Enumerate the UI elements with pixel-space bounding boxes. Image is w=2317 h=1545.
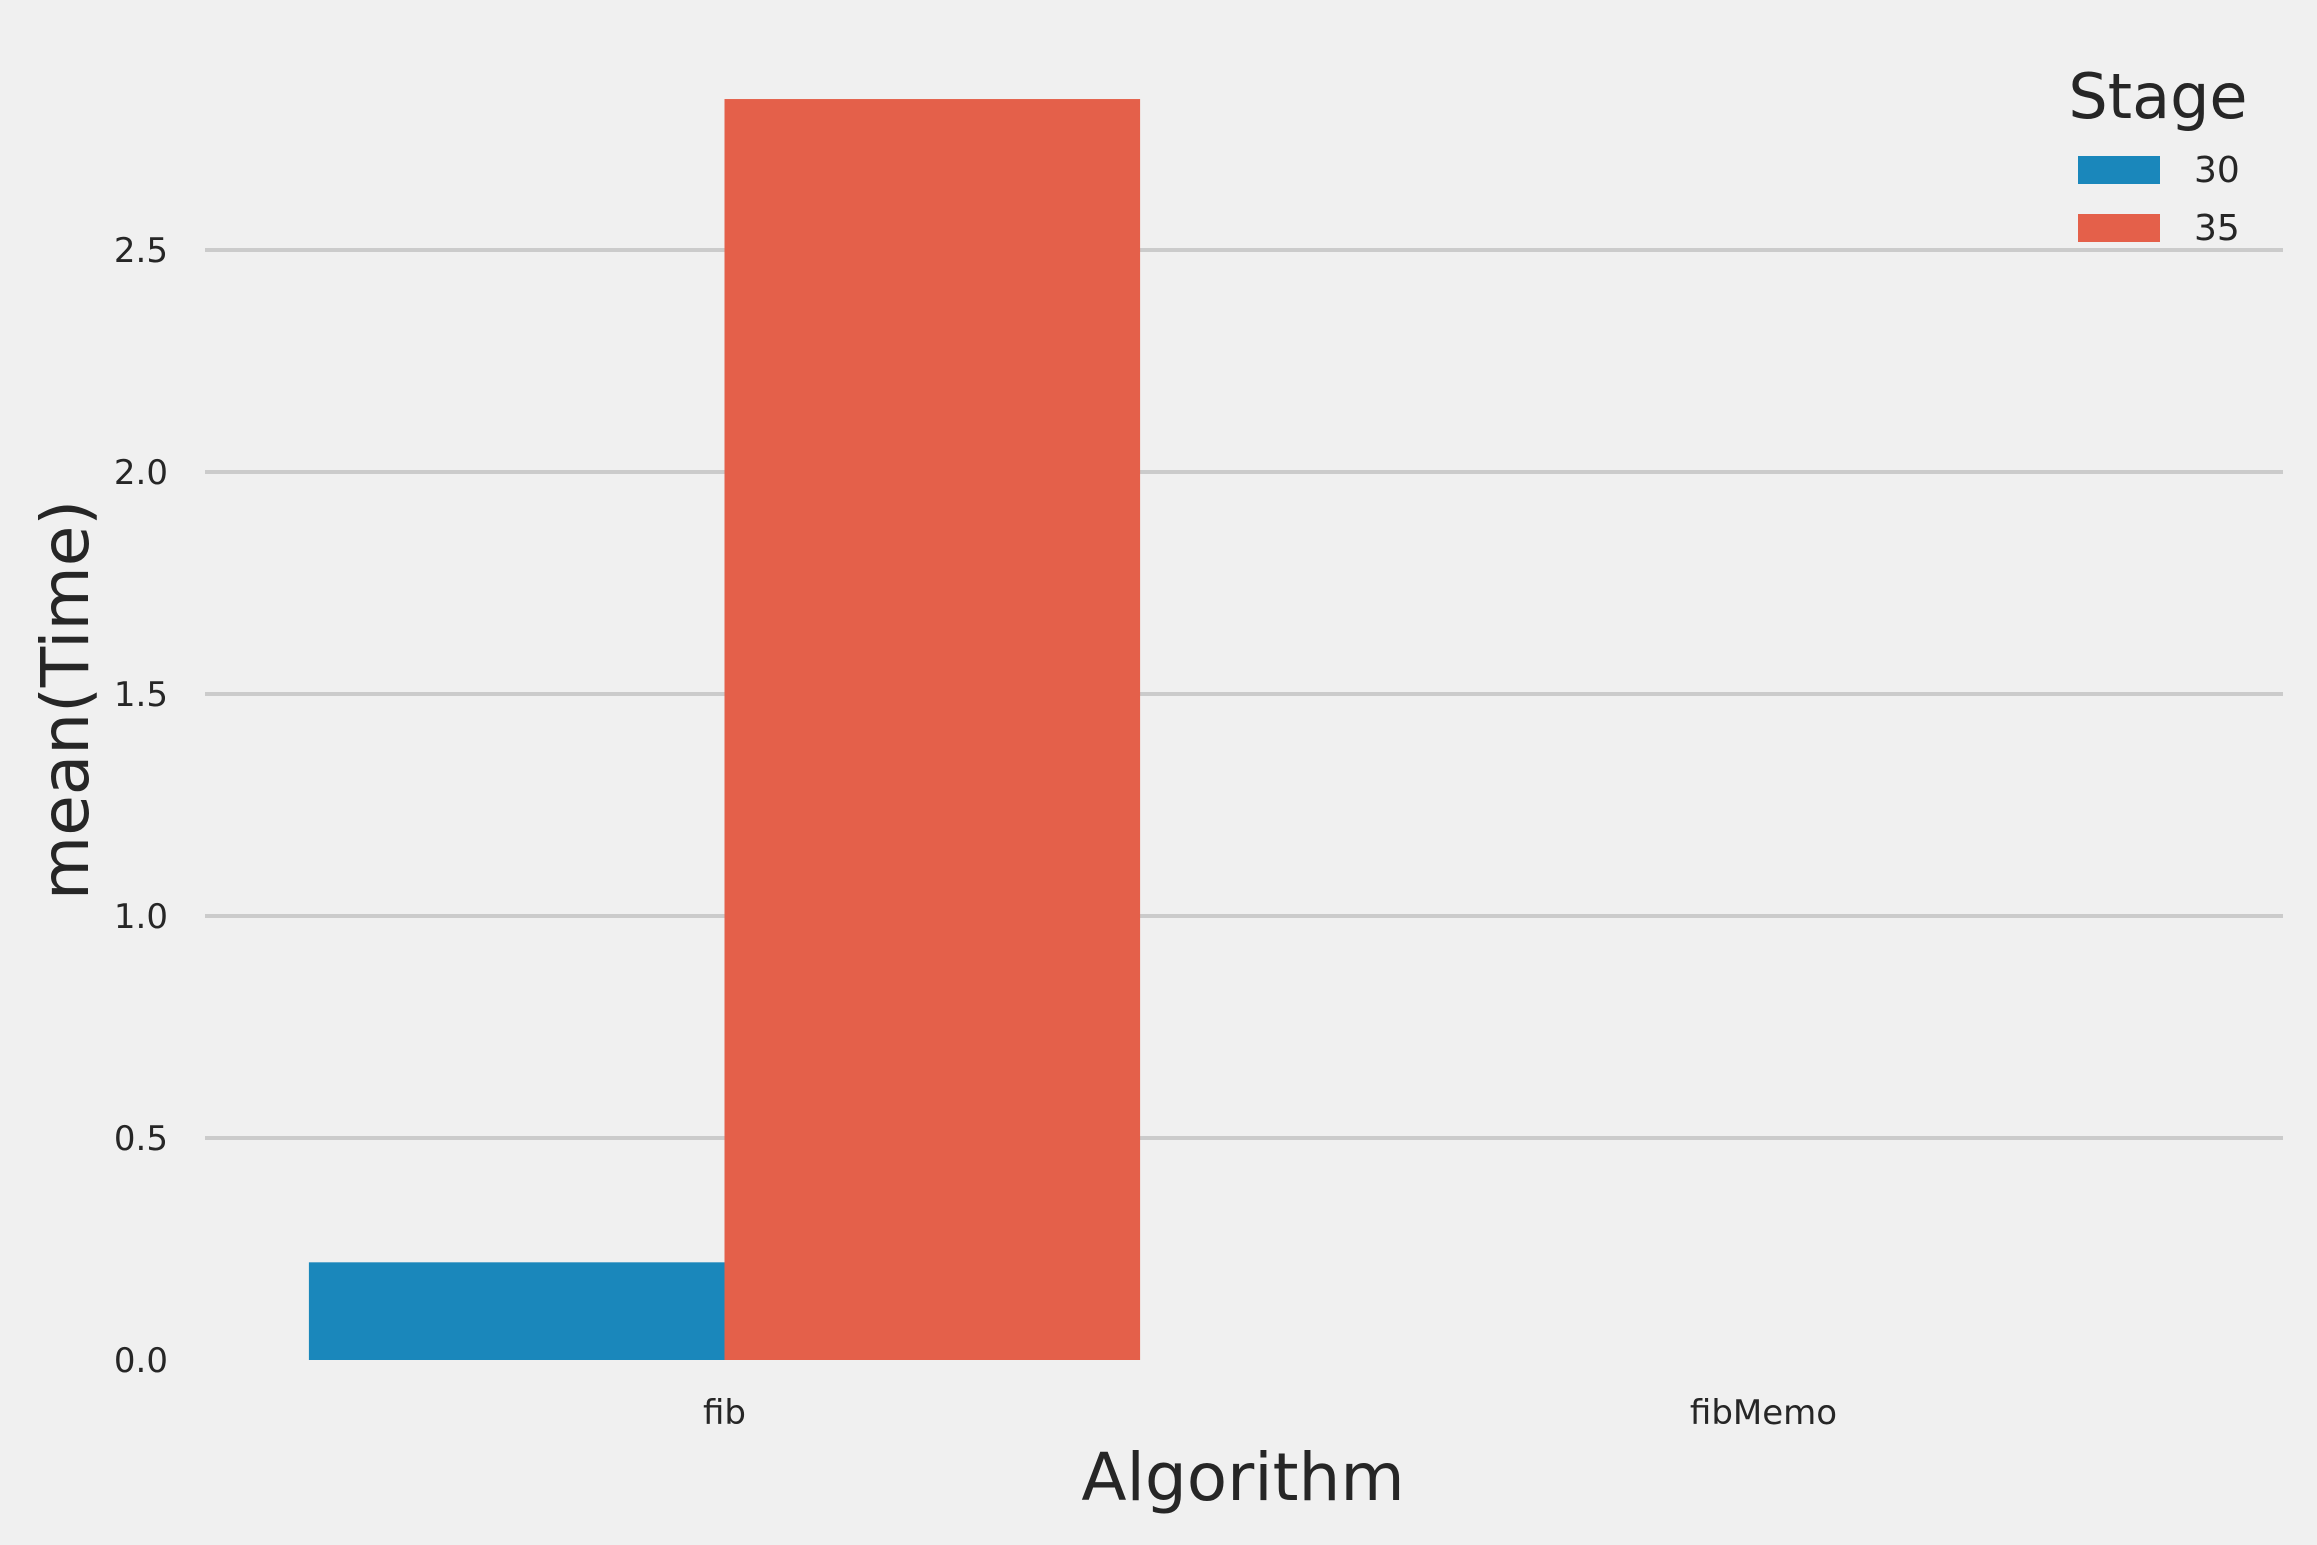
y-tick-label: 0.5 [114, 1119, 168, 1159]
legend-swatch-30 [2078, 156, 2160, 184]
y-tick-label: 0.0 [114, 1341, 168, 1381]
x-tick-label: fibMemo [1690, 1393, 1837, 1433]
y-tick-labels: 0.0 0.5 1.0 1.5 2.0 2.5 [114, 231, 168, 1381]
x-tick-labels: fib fibMemo [703, 1393, 1837, 1433]
y-tick-label: 2.0 [114, 453, 168, 493]
bar-fib-35 [724, 99, 1141, 1360]
bar-fib-30 [308, 1262, 725, 1360]
y-tick-label: 1.5 [114, 675, 168, 715]
x-axis-title: Algorithm [1081, 1439, 1404, 1516]
legend-label-35: 35 [2194, 208, 2240, 249]
legend-swatch-35 [2078, 214, 2160, 242]
x-tick-label: fib [703, 1393, 746, 1433]
y-tick-label: 1.0 [114, 897, 168, 937]
y-tick-label: 2.5 [114, 231, 168, 271]
legend-title: Stage [2068, 60, 2247, 133]
bars [308, 99, 1141, 1360]
y-axis-title: mean(Time) [27, 500, 104, 900]
grid-lines [205, 248, 2283, 1140]
legend-label-30: 30 [2194, 150, 2240, 191]
legend: Stage 30 35 [2068, 60, 2247, 249]
